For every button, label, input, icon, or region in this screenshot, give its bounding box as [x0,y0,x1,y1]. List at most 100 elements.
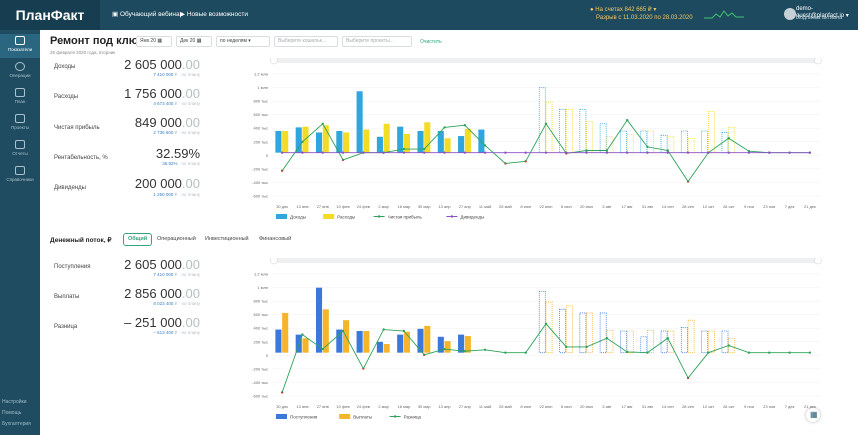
period-select[interactable]: по неделям ▾ [216,36,270,47]
balance-indicator[interactable]: ● На счетах 842 665 ₽ ▾ [590,7,657,13]
sidebar: Показатели Операции План Проекты Отчеты … [0,30,40,435]
bar [397,126,404,153]
metric-label: Разница [54,324,78,330]
scroll-handle-left [270,58,278,65]
bar [383,123,390,153]
tab-general[interactable]: Общий [123,233,153,246]
avatar[interactable] [784,8,796,20]
bar [295,127,302,153]
bar [376,341,383,353]
metric-label: Дивиденды [54,185,86,191]
sidebar-item-operations[interactable]: Операции [0,60,40,84]
wallets-select[interactable]: Выберите кошельк... [274,36,338,47]
bar [336,131,343,153]
x-tick-label: 9 ноя [744,204,754,209]
sidebar-item-indicators[interactable]: Показатели [0,34,40,58]
sidebar-item-plan[interactable]: План [0,86,40,110]
bar [363,331,370,353]
x-tick-label: 25 май [499,204,512,209]
clear-filters-link[interactable]: Очистить [420,39,442,45]
x-tick-label: 6 июл [561,204,572,209]
book-icon [15,166,25,175]
legend-swatch [276,214,287,219]
sidebar-accounting-link[interactable]: Бухгалтерия [2,421,31,427]
tab-operational[interactable]: Операционный [157,236,196,242]
bar [565,108,573,154]
sidebar-item-projects[interactable]: Проекты [0,112,40,136]
x-tick-label: 7 дек [785,404,795,409]
webinar-link[interactable]: ▣ Обучающий вебинар [112,11,184,18]
bar [660,330,668,354]
metric-label: Чистая прибыль [54,125,100,131]
y-tick-label: 800 тыс [254,299,269,304]
x-tick-label: 13 апр [438,204,451,209]
tab-financial[interactable]: Финансовый [259,236,292,242]
sidebar-settings-link[interactable]: Настройки [2,399,27,405]
x-tick-label: 22 июн [539,204,552,209]
bar [626,330,634,354]
bar [444,341,451,353]
bar [579,312,587,354]
metric-value: 2 856 000.00 [124,286,200,301]
bar [464,336,471,353]
legend-swatch [450,215,454,218]
bar [437,336,444,353]
grid-icon: ▦ [810,410,818,419]
x-tick-label: 21 дек [804,204,816,209]
new-features-link[interactable]: ▶ Новые возможности [180,11,248,18]
bar [565,305,573,354]
y-tick-label: 1 млн [257,85,268,90]
y-tick-label: 1.2 млн [254,272,268,277]
y-tick-label: 800 тыс [254,99,269,104]
metric-label: Поступления [54,264,91,270]
x-tick-label: 26 окт [723,204,735,209]
metric-plan: 7 410 000 ₽ · по плану [153,72,200,77]
x-tick-label: 23 ноя [763,404,775,409]
x-tick-label: 11 май [479,404,491,409]
legend-swatch [393,415,397,418]
user-email[interactable]: demo-guest@planfact.io ▾ [796,6,849,19]
new-features-label: Новые возможности [186,11,248,18]
sidebar-item-reports[interactable]: Отчеты [0,138,40,162]
bar [315,287,323,353]
x-tick-label: 28 сен [682,404,694,409]
sidebar-help-link[interactable]: Помощь [2,410,22,416]
pnl-chart: 1.2 млн 1 млн 800 тыс 600 тыс 400 тыс 200 тыс… [252,58,822,220]
bar [282,312,289,353]
metric-plan: 2 736 600 ₽ · по плану [153,130,200,135]
calendar-icon: ▦ [196,38,202,44]
x-tick-label: 30 мар [418,404,432,409]
date-to-field[interactable]: Дек 20 ▦ [176,36,212,47]
tab-investment[interactable]: Инвестиционный [205,236,249,242]
x-tick-label: 28 сен [682,204,694,209]
y-tick-label: 400 тыс [254,326,269,331]
x-tick-label: 3 авг [602,204,612,209]
x-tick-label: 30 дек [276,204,288,209]
chevron-down-icon: ▾ [248,38,251,44]
sidebar-item-references[interactable]: Справочники [0,164,40,188]
x-tick-label: 24 фев [357,404,370,409]
metric-value: 1 756 000.00 [124,86,200,101]
y-tick-label: 0 [266,153,269,158]
legend-label: Разница [404,415,422,420]
metric-value: 200 000.00 [134,176,200,191]
legend-label: Расходы [337,215,355,220]
app-logo[interactable]: ПланФакт [0,0,100,30]
x-tick-label: 13 апр [438,404,451,409]
x-tick-label: 26 окт [723,404,735,409]
date-from-field[interactable]: Янв 20 ▦ [136,36,172,47]
bar [275,131,282,153]
y-tick-label: 1 млн [257,285,268,290]
projects-select[interactable]: Выберите проекты... [342,36,412,47]
refresh-icon [15,62,25,71]
sidebar-item-label: Проекты [10,125,30,130]
grid-menu-button[interactable]: ▦ [806,408,820,422]
y-tick-label: -200 тыс [252,166,268,171]
bar [403,133,411,153]
x-tick-label: 10 фев [336,404,349,409]
x-tick-label: 17 авг [621,404,633,409]
bar [707,330,715,354]
bar [437,131,444,153]
bar [538,290,546,354]
scroll-handle-left [270,258,278,265]
